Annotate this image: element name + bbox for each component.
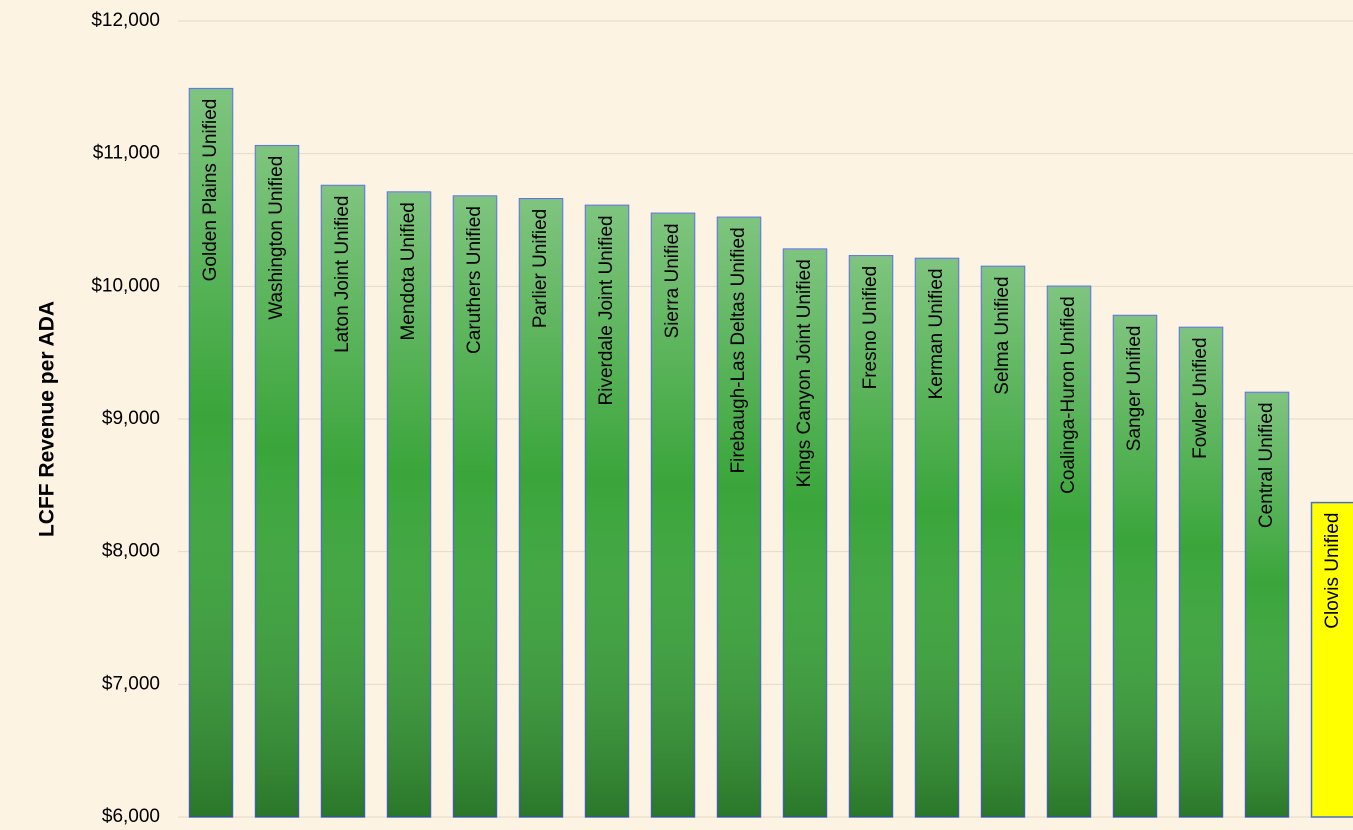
bar-shade: [189, 88, 233, 817]
bar-label: Firebaugh-Las Deltas Unified: [728, 227, 749, 473]
bar-shade: [453, 196, 497, 817]
bar-label: Laton Joint Unified: [332, 196, 353, 353]
bar-shade: [1245, 392, 1289, 817]
bar-label: Washington Unified: [266, 156, 287, 320]
bar-label: Central Unified: [1256, 402, 1277, 528]
bar-label: Clovis Unified: [1322, 513, 1343, 629]
y-tick-label: $11,000: [93, 143, 160, 164]
y-tick-label: $7,000: [102, 673, 160, 694]
bar-shade: [783, 249, 827, 818]
bar-label: Fowler Unified: [1190, 337, 1211, 458]
bar-label: Fresno Unified: [860, 266, 881, 390]
bar: [1310, 501, 1353, 818]
bar-shade: [849, 255, 893, 817]
bar-label: Kerman Unified: [926, 268, 947, 399]
bar-shade: [717, 217, 761, 817]
bar-label: Sanger Unified: [1124, 326, 1145, 452]
bar-shade: [651, 213, 695, 817]
bar-label: Sierra Unified: [662, 223, 683, 338]
bar-label: Caruthers Unified: [464, 206, 485, 354]
y-tick-label: $6,000: [102, 806, 160, 827]
y-axis-label: LCFF Revenue per ADA: [36, 301, 59, 537]
y-tick-label: $10,000: [91, 275, 160, 296]
bar-label: Parlier Unified: [530, 209, 551, 328]
bar-shade: [585, 205, 629, 817]
y-tick-label: $8,000: [102, 541, 160, 562]
bar-shade: [981, 266, 1025, 817]
bar-label: Selma Unified: [992, 276, 1013, 394]
bar-label: Golden Plains Unified: [200, 99, 221, 282]
bar-shade: [519, 198, 563, 818]
bar-label: Mendota Unified: [398, 202, 419, 340]
y-tick-label: $9,000: [102, 408, 160, 429]
bar-shade: [1047, 286, 1091, 817]
bar-label: Riverdale Joint Unified: [596, 215, 617, 405]
bar-shade: [387, 192, 431, 817]
bar-shade: [915, 258, 959, 817]
bar-shade: [1179, 327, 1223, 817]
bar-shade: [1113, 315, 1157, 817]
bar-shade: [255, 145, 299, 817]
y-tick-label: $12,000: [91, 10, 160, 31]
bar-label: Coalinga-Huron Unified: [1058, 296, 1079, 494]
bar-shade: [321, 185, 365, 818]
bar-label: Kings Canyon Joint Unified: [794, 259, 815, 487]
